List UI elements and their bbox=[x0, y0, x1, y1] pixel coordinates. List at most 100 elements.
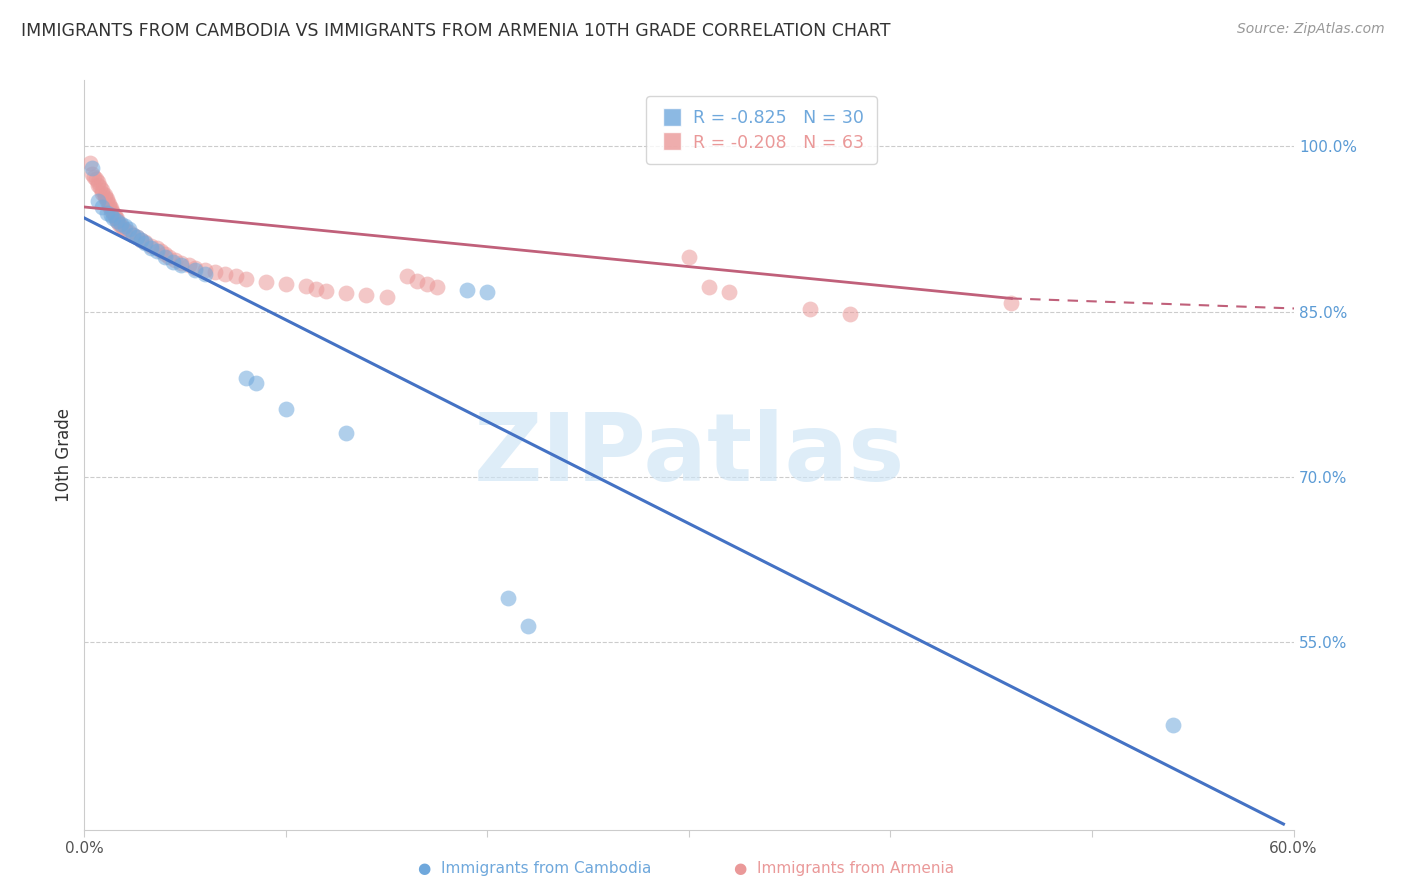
Point bbox=[146, 244, 169, 258]
Point bbox=[139, 238, 162, 252]
Point bbox=[91, 186, 114, 200]
Point bbox=[274, 401, 297, 416]
Point bbox=[110, 217, 132, 231]
Point bbox=[678, 250, 700, 264]
Point bbox=[93, 187, 115, 202]
Point bbox=[125, 229, 148, 244]
Point bbox=[799, 302, 821, 317]
Point bbox=[134, 236, 156, 251]
Point bbox=[274, 277, 297, 292]
Point bbox=[104, 210, 127, 224]
Point bbox=[1000, 296, 1022, 310]
Text: ●  Immigrants from Armenia: ● Immigrants from Armenia bbox=[734, 861, 953, 876]
Point bbox=[697, 280, 720, 294]
Point bbox=[184, 262, 207, 277]
Point bbox=[91, 200, 114, 214]
Point bbox=[426, 280, 449, 294]
Point bbox=[184, 260, 207, 275]
Point bbox=[100, 203, 122, 218]
Point bbox=[87, 178, 110, 192]
Point bbox=[97, 199, 120, 213]
Point bbox=[335, 285, 357, 300]
Point bbox=[87, 194, 110, 209]
Point bbox=[118, 222, 141, 236]
Point bbox=[89, 180, 111, 194]
Point bbox=[101, 205, 124, 219]
Text: IMMIGRANTS FROM CAMBODIA VS IMMIGRANTS FROM ARMENIA 10TH GRADE CORRELATION CHART: IMMIGRANTS FROM CAMBODIA VS IMMIGRANTS F… bbox=[21, 22, 890, 40]
Point bbox=[97, 196, 120, 211]
Point bbox=[162, 255, 184, 269]
Point bbox=[305, 281, 328, 295]
Point bbox=[157, 250, 180, 264]
Point bbox=[406, 274, 429, 288]
Point bbox=[114, 219, 136, 233]
Point bbox=[86, 172, 108, 186]
Point bbox=[235, 271, 257, 285]
Point bbox=[96, 205, 118, 219]
Point bbox=[107, 217, 129, 231]
Point bbox=[315, 284, 337, 298]
Point bbox=[101, 211, 124, 225]
Legend: R = -0.825   N = 30, R = -0.208   N = 63: R = -0.825 N = 30, R = -0.208 N = 63 bbox=[647, 96, 876, 164]
Point bbox=[114, 223, 136, 237]
Point bbox=[839, 307, 862, 321]
Point bbox=[375, 290, 398, 304]
Point bbox=[395, 269, 418, 284]
Y-axis label: 10th Grade: 10th Grade bbox=[55, 408, 73, 502]
Point bbox=[100, 208, 122, 222]
Point bbox=[105, 214, 128, 228]
Point bbox=[335, 425, 357, 440]
Point bbox=[82, 161, 104, 176]
Point bbox=[179, 259, 201, 273]
Point bbox=[194, 267, 217, 281]
Point bbox=[87, 175, 110, 189]
Point bbox=[96, 192, 118, 206]
Point bbox=[356, 288, 378, 302]
Point bbox=[110, 219, 132, 233]
Point bbox=[105, 212, 128, 227]
Point bbox=[146, 241, 169, 255]
Point bbox=[100, 201, 122, 215]
Point bbox=[235, 371, 257, 385]
Point bbox=[245, 376, 267, 391]
Point bbox=[96, 194, 118, 209]
Point bbox=[153, 247, 176, 261]
Point bbox=[105, 214, 128, 228]
Point bbox=[129, 233, 152, 247]
Text: ●  Immigrants from Cambodia: ● Immigrants from Cambodia bbox=[418, 861, 651, 876]
Point bbox=[82, 167, 104, 181]
Point bbox=[93, 190, 115, 204]
Point bbox=[83, 170, 105, 185]
Point bbox=[225, 269, 247, 284]
Point bbox=[204, 265, 226, 279]
Text: Source: ZipAtlas.com: Source: ZipAtlas.com bbox=[1237, 22, 1385, 37]
Point bbox=[416, 277, 439, 292]
Point bbox=[153, 250, 176, 264]
Point bbox=[456, 283, 478, 297]
Point bbox=[254, 275, 277, 289]
Point bbox=[194, 262, 217, 277]
Point bbox=[477, 285, 499, 299]
Point bbox=[496, 591, 519, 606]
Point bbox=[129, 233, 152, 247]
Point bbox=[214, 267, 236, 281]
Point bbox=[170, 256, 193, 270]
Point bbox=[104, 208, 127, 222]
Point bbox=[170, 259, 193, 273]
Point bbox=[516, 618, 538, 632]
Point bbox=[121, 227, 143, 242]
Point bbox=[79, 156, 101, 170]
Point bbox=[165, 252, 187, 267]
Point bbox=[718, 285, 741, 299]
Point bbox=[111, 221, 134, 235]
Point bbox=[1161, 718, 1184, 732]
Point bbox=[118, 225, 141, 239]
Text: ZIPatlas: ZIPatlas bbox=[474, 409, 904, 501]
Point bbox=[121, 227, 143, 242]
Point bbox=[125, 229, 148, 244]
Point bbox=[139, 241, 162, 255]
Point bbox=[149, 244, 172, 258]
Point bbox=[91, 184, 114, 198]
Point bbox=[134, 235, 156, 250]
Point bbox=[295, 279, 318, 293]
